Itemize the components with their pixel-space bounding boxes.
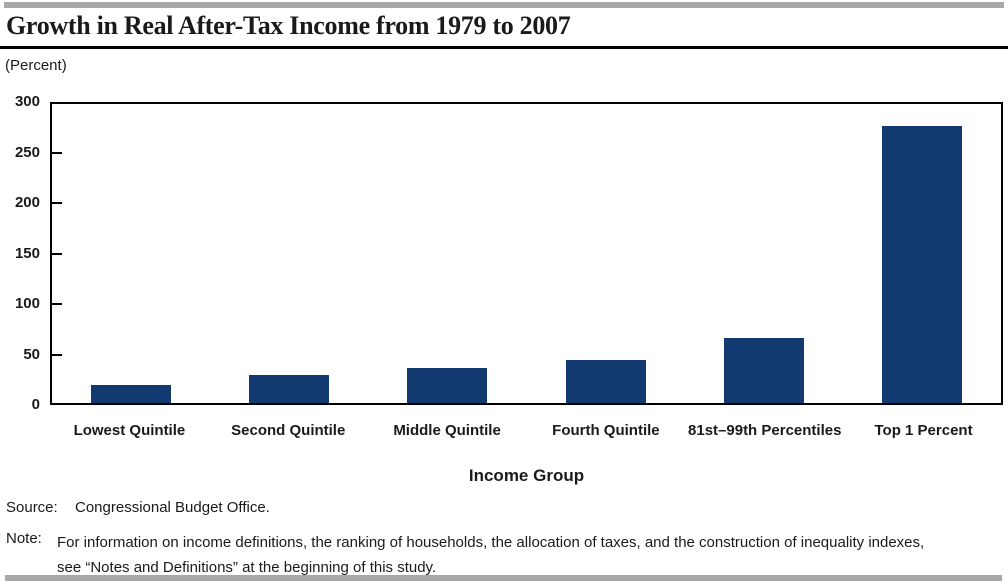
chart-title: Growth in Real After-Tax Income from 197… (6, 11, 571, 40)
x-axis-category-labels: Lowest Quintile Second Quintile Middle Qui… (50, 422, 1003, 439)
note-line-2: see “Notes and Definitions” at the begin… (57, 559, 437, 576)
y-tick-mark (52, 252, 62, 255)
y-tick-label: 200 (14, 194, 40, 211)
y-tick-label: 0 (31, 396, 40, 413)
plot-area (50, 102, 1003, 405)
note-line-1: For information on income definitions, t… (57, 534, 925, 551)
bar-slot (843, 104, 1001, 403)
y-tick-label: 250 (14, 143, 40, 161)
y-tick-label: 150 (14, 244, 40, 262)
bar-4 (565, 360, 646, 403)
bar-slot (527, 104, 685, 403)
bar-slot (52, 104, 210, 403)
y-tick-mark (52, 353, 62, 356)
bar-slot (368, 104, 526, 403)
note-text: For information on income definitions, t… (57, 530, 1005, 580)
bar-2 (249, 375, 330, 403)
x-category-label: Second Quintile (231, 422, 346, 439)
y-axis-unit-label: (Percent) (5, 57, 67, 74)
note-label: Note: (6, 530, 42, 547)
bar-3 (407, 368, 488, 403)
bar-slot (210, 104, 368, 403)
y-tick-mark (52, 151, 62, 154)
x-category-label: Middle Quintile (393, 422, 501, 439)
source-text: Congressional Budget Office. (75, 499, 270, 516)
top-divider-bar (4, 2, 1004, 8)
bar-5 (723, 338, 804, 403)
x-axis-title: Income Group (468, 466, 585, 485)
x-category-label: Fourth Quintile (552, 422, 660, 439)
y-tick-label: 50 (23, 345, 40, 363)
y-tick-mark (52, 303, 62, 305)
x-category-label: Top 1 Percent (874, 422, 973, 439)
bar-6 (881, 125, 962, 403)
bottom-divider-bar (5, 575, 1002, 581)
bar-slot (685, 104, 843, 403)
source-label: Source: (6, 499, 58, 516)
x-category-label: 81st–99th Percentiles (688, 422, 842, 439)
y-tick-mark (52, 202, 62, 204)
x-category-label: Lowest Quintile (73, 422, 186, 439)
y-tick-label: 300 (14, 93, 40, 110)
bar-series (52, 104, 1001, 403)
title-underline (0, 46, 1008, 49)
y-tick-label: 100 (14, 295, 40, 312)
bar-1 (91, 385, 172, 403)
